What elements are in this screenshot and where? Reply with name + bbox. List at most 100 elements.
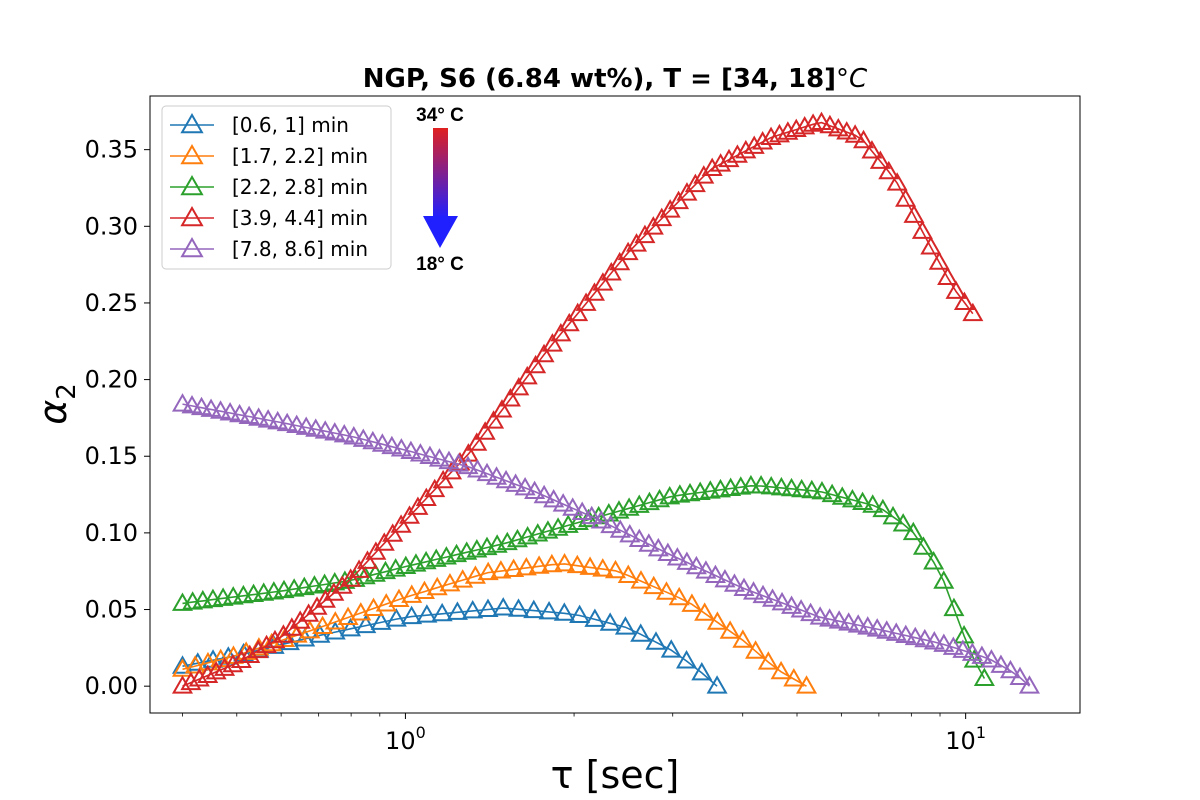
y-axis-label-subscript: 2 [52, 383, 82, 400]
data-point [413, 580, 435, 600]
data-point [256, 634, 278, 654]
data-point [428, 448, 450, 467]
data-point [373, 532, 395, 551]
data-point [355, 614, 377, 634]
data-point [904, 626, 926, 646]
series-line [182, 121, 974, 687]
data-point [655, 581, 677, 600]
data-point [903, 204, 925, 223]
data-point [474, 421, 496, 440]
data-point [477, 561, 499, 581]
data-point [205, 660, 227, 680]
data-point [515, 556, 537, 576]
data-point [752, 584, 774, 604]
data-point [600, 262, 622, 281]
temperature-arrow-shaft [433, 128, 448, 218]
legend-label: [1.7, 2.2] min [232, 144, 368, 168]
data-point [171, 675, 194, 694]
data-point [257, 409, 279, 428]
series-layer [171, 111, 1041, 694]
data-point [831, 486, 853, 505]
data-point [553, 602, 575, 621]
data-point [583, 282, 606, 301]
data-point [643, 575, 665, 595]
data-point [348, 559, 370, 578]
data-point [980, 649, 1002, 668]
legend-marker [180, 205, 204, 227]
data-point [248, 407, 270, 426]
legend-entry: [1.7, 2.2] min [170, 143, 368, 168]
data-point [401, 584, 423, 603]
data-point [299, 619, 321, 639]
data-point [385, 608, 407, 627]
data-point [426, 576, 448, 596]
data-point [710, 153, 732, 172]
data-point [340, 568, 362, 587]
legend-entry: [7.8, 8.6] min [170, 236, 368, 261]
data-point [862, 494, 884, 513]
data-point [802, 113, 824, 132]
data-point [188, 668, 210, 687]
data-point [760, 126, 782, 146]
data-point [666, 547, 688, 566]
data-point [388, 588, 410, 608]
y-tick-label: 0.20 [85, 366, 138, 394]
legend-marker [180, 236, 204, 258]
data-point [961, 642, 983, 661]
data-point [912, 536, 934, 555]
legend-label: [2.2, 2.8] min [232, 175, 368, 199]
data-point [197, 664, 219, 683]
data-point [184, 655, 206, 674]
data-point [718, 148, 740, 168]
data-point [999, 659, 1021, 679]
x-tick-label: 101 [945, 723, 986, 755]
data-point [267, 410, 289, 430]
plot-area [149, 95, 1081, 714]
data-point [743, 135, 765, 154]
data-point [852, 491, 874, 511]
data-point [701, 157, 723, 177]
data-point [466, 459, 489, 478]
data-point [210, 400, 232, 419]
data-point [770, 660, 792, 680]
data-point [990, 654, 1012, 673]
data-point [350, 602, 372, 621]
data-point [847, 614, 869, 633]
data-point [276, 412, 298, 432]
legend-label: [0.6, 1] min [232, 113, 349, 137]
data-point [810, 111, 833, 131]
data-point [452, 569, 474, 588]
series-line [182, 403, 1031, 687]
data-point [533, 343, 555, 363]
data-point [819, 608, 841, 627]
data-point [777, 121, 799, 140]
data-point [415, 487, 437, 507]
data-point [895, 624, 917, 644]
data-point [447, 453, 469, 472]
data-point [356, 550, 378, 569]
data-point [314, 420, 336, 439]
data-point [567, 302, 589, 322]
legend-marker [180, 112, 204, 134]
temperature-annotation: 34° C 18° C [416, 105, 464, 275]
data-point [599, 612, 621, 631]
data-point [337, 606, 359, 626]
x-tick-label-base: 10 [945, 727, 976, 755]
data-point [630, 623, 652, 642]
data-point [827, 117, 849, 137]
data-point [305, 418, 327, 437]
data-point [861, 140, 883, 159]
data-point [617, 564, 639, 583]
data-point [704, 564, 726, 583]
data-point [836, 121, 858, 140]
data-point [264, 629, 286, 649]
data-point [614, 616, 636, 635]
y-tick-label: 0.10 [85, 519, 138, 547]
data-point [407, 496, 429, 515]
legend-entry: [2.2, 2.8] min [170, 174, 368, 199]
data-point [885, 622, 907, 641]
legend-box [161, 105, 392, 270]
data-point [660, 639, 682, 658]
data-point [543, 488, 565, 508]
data-point [963, 649, 985, 668]
